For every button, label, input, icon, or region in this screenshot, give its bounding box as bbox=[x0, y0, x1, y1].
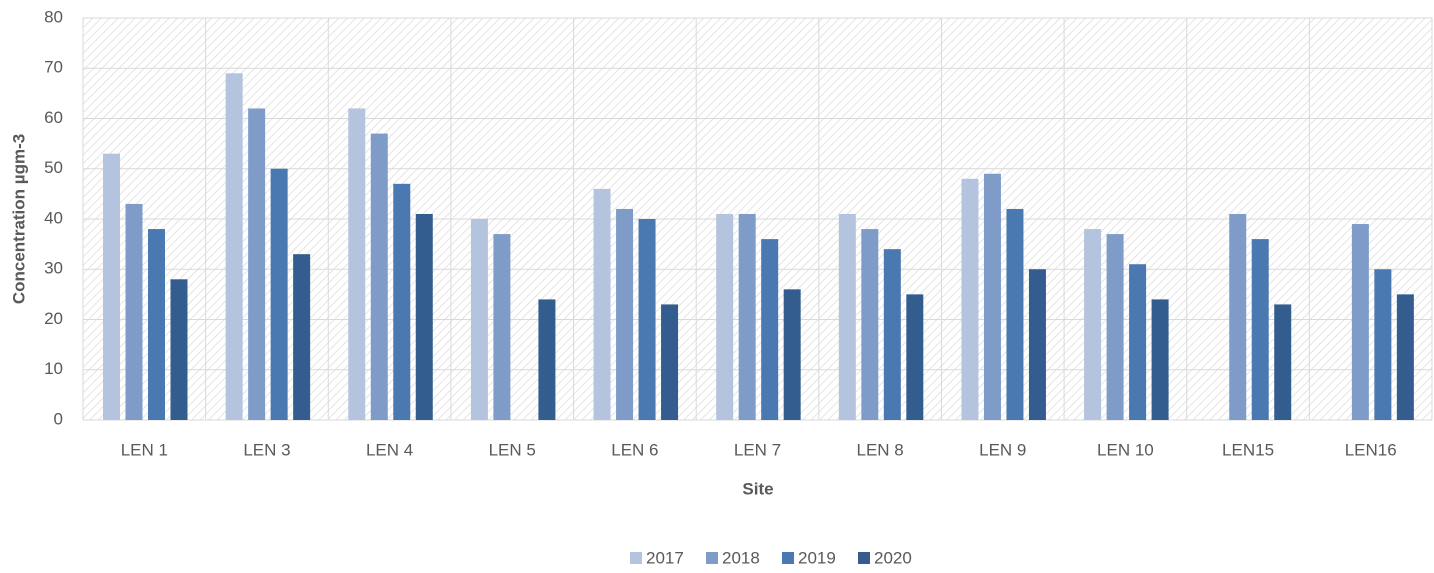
bar bbox=[1106, 234, 1124, 420]
y-tick-label: 10 bbox=[44, 359, 63, 378]
bar bbox=[883, 249, 901, 420]
x-tick-label: LEN 5 bbox=[489, 440, 536, 459]
legend-label: 2018 bbox=[722, 548, 760, 567]
y-tick-label: 80 bbox=[44, 7, 63, 26]
bar bbox=[616, 208, 634, 420]
bar bbox=[838, 213, 856, 420]
x-tick-label: LEN 7 bbox=[734, 440, 781, 459]
bar bbox=[1006, 208, 1024, 420]
bar bbox=[370, 133, 388, 420]
legend-swatch bbox=[706, 552, 718, 564]
bar bbox=[415, 213, 433, 420]
bar bbox=[148, 229, 165, 420]
y-axis-title: Concentration µgm-3 bbox=[9, 134, 28, 304]
bar bbox=[716, 213, 734, 420]
x-axis-title: Site bbox=[742, 479, 773, 498]
y-tick-label: 60 bbox=[44, 108, 63, 127]
x-tick-label: LEN15 bbox=[1222, 440, 1274, 459]
bar bbox=[1229, 213, 1247, 420]
bar bbox=[170, 279, 188, 420]
x-tick-label: LEN 4 bbox=[366, 440, 413, 459]
bar bbox=[638, 219, 656, 420]
bar bbox=[538, 299, 556, 420]
bar bbox=[125, 203, 143, 420]
bar bbox=[738, 213, 756, 420]
bar bbox=[983, 173, 1001, 420]
legend-label: 2017 bbox=[646, 548, 684, 567]
x-tick-label: LEN 6 bbox=[611, 440, 658, 459]
x-tick-label: LEN 1 bbox=[121, 440, 168, 459]
bar bbox=[1251, 239, 1269, 420]
bar bbox=[293, 254, 311, 420]
bar bbox=[1374, 269, 1392, 420]
x-tick-label: LEN 10 bbox=[1097, 440, 1154, 459]
bar bbox=[1396, 294, 1414, 420]
legend-label: 2020 bbox=[874, 548, 912, 567]
bar bbox=[348, 108, 366, 420]
x-tick-label: LEN 8 bbox=[857, 440, 904, 459]
bar bbox=[1028, 269, 1046, 420]
legend-swatch bbox=[782, 552, 794, 564]
y-tick-label: 70 bbox=[44, 58, 63, 77]
bar bbox=[248, 108, 266, 420]
legend-swatch bbox=[630, 552, 642, 564]
x-tick-label: LEN 3 bbox=[243, 440, 290, 459]
bar bbox=[1129, 264, 1147, 420]
bar bbox=[961, 178, 979, 420]
bar bbox=[1151, 299, 1169, 420]
bar bbox=[1084, 229, 1102, 420]
bar bbox=[1351, 224, 1369, 420]
bar bbox=[493, 234, 511, 420]
bar bbox=[1274, 304, 1292, 420]
bar bbox=[861, 229, 879, 420]
bar bbox=[393, 183, 411, 420]
y-tick-label: 20 bbox=[44, 309, 63, 328]
bar bbox=[470, 219, 488, 420]
legend-label: 2019 bbox=[798, 548, 836, 567]
y-tick-label: 0 bbox=[54, 409, 63, 428]
y-tick-label: 30 bbox=[44, 259, 63, 278]
bar bbox=[783, 289, 801, 420]
bar bbox=[761, 239, 779, 420]
y-tick-label: 40 bbox=[44, 208, 63, 227]
x-tick-label: LEN 9 bbox=[979, 440, 1026, 459]
legend-swatch bbox=[858, 552, 870, 564]
x-tick-label: LEN16 bbox=[1345, 440, 1397, 459]
bar bbox=[225, 73, 243, 421]
bar bbox=[270, 168, 288, 420]
bar bbox=[661, 304, 679, 420]
y-tick-label: 50 bbox=[44, 158, 63, 177]
bar bbox=[906, 294, 924, 420]
bar bbox=[103, 153, 120, 421]
bar bbox=[593, 188, 611, 420]
